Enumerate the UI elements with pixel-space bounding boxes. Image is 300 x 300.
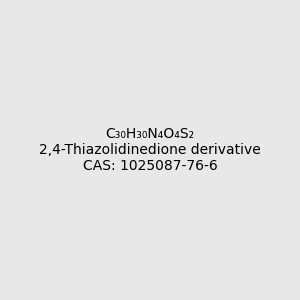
Text: C₃₀H₃₀N₄O₄S₂
2,4-Thiazolidinedione derivative
CAS: 1025087-76-6: C₃₀H₃₀N₄O₄S₂ 2,4-Thiazolidinedione deriv… [39, 127, 261, 173]
